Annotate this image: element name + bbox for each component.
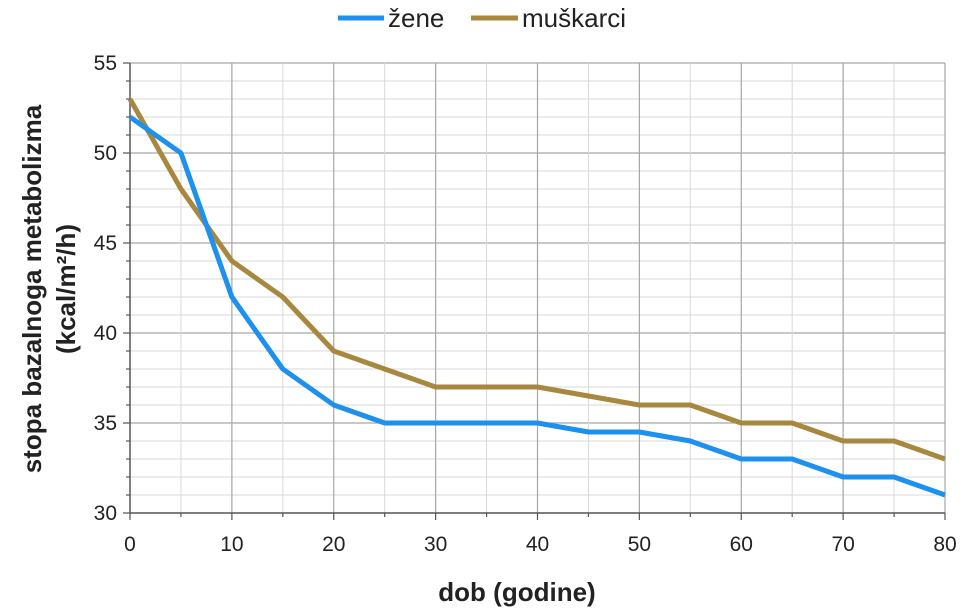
series-line-muskarci — [127, 97, 946, 462]
y-tick-label: 35 — [94, 412, 117, 435]
legend-label-muskarci: muškarci — [522, 3, 626, 33]
x-tick-label: 50 — [628, 533, 651, 556]
grid — [130, 62, 946, 513]
series-line-zene — [128, 114, 946, 498]
x-tick-label: 20 — [322, 533, 345, 556]
x-tick-label: 40 — [526, 533, 549, 556]
x-tick-label: 30 — [424, 533, 447, 556]
y-tick-label: 30 — [94, 502, 117, 525]
x-tick-label: 70 — [831, 533, 854, 556]
y-tick-label: 40 — [94, 322, 117, 345]
x-tick-label: 10 — [220, 533, 243, 556]
series-lines — [127, 97, 946, 498]
axes — [123, 62, 946, 520]
x-tick-label: 80 — [933, 533, 956, 556]
x-tick-label: 60 — [730, 533, 753, 556]
x-axis-title: dob (godine) — [438, 577, 595, 607]
legend-label-zene: žene — [388, 3, 444, 33]
y-tick-label: 55 — [94, 52, 117, 75]
y-tick-label: 45 — [94, 232, 117, 255]
tick-labels: 30 35 40 45 50 55 0 10 20 30 40 50 60 70 80 — [94, 52, 957, 556]
y-axis-title-line2: (kcal/m²/h) — [51, 224, 81, 354]
y-tick-label: 50 — [94, 142, 117, 165]
x-tick-label: 0 — [124, 533, 136, 556]
y-axis-title-line1: stopa bazalnoga metabolizma — [17, 104, 47, 473]
legend: žene muškarci — [338, 3, 626, 33]
